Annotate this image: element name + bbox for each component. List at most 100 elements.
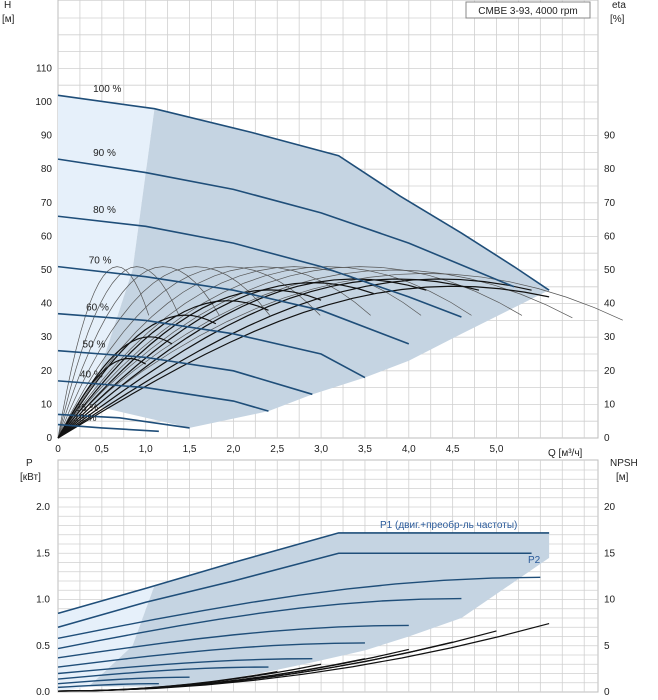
power-curves [57,532,550,689]
efficiency-curve-bold [57,285,550,439]
eta-tick-label: 40 [604,299,616,310]
eta-tick-label: 0 [604,433,610,444]
npsh-axis-label: NPSH [610,458,638,469]
efficiency-curve [57,266,271,439]
efficiency-curve-bold [57,278,480,439]
efficiency-curve-bold [57,289,322,439]
speed-curve-label: 19 % [74,413,97,424]
head-tick-label: 60 [41,231,53,242]
flow-tick-label: 5,0 [490,444,504,455]
npsh-tick-label: 10 [604,595,616,606]
flow-tick-label: 0,5 [95,444,109,455]
speed-curve-label: 50 % [83,339,106,350]
eta-tick-label: 20 [604,366,616,377]
speed-curve-label: 25 % [76,403,99,414]
power-tick-label: 1.0 [36,595,50,606]
head-axis-unit: [м] [2,14,15,25]
head-axis-ticks: 0 10 20 30 40 50 60 70 80 90 100 110 0 10 20 30 40 50 60 70… [35,63,615,455]
power-axis-label: P [26,458,33,469]
power-curve [57,597,462,650]
power-curve [57,552,532,629]
speed-curve-label: 40 % [80,370,103,381]
eta-axis-label: eta [612,0,626,11]
head-tick-label: 10 [41,399,53,410]
eta-tick-label: 80 [604,164,616,175]
speed-curve-label: 80 % [93,205,116,216]
head-tick-label: 30 [41,332,53,343]
head-tick-label: 90 [41,131,53,142]
head-tick-label: 20 [41,366,53,377]
power-tick-label: 2.0 [36,502,50,513]
power-curve [57,658,313,675]
flow-tick-label: 4,0 [402,444,416,455]
efficiency-curve [57,273,623,439]
flow-tick-label: 3,0 [314,444,328,455]
npsh-tick-label: 5 [604,641,610,652]
title-box [465,1,591,19]
flow-tick-label: 2,5 [270,444,284,455]
npsh-tick-label: 20 [604,502,616,513]
speed-curve [57,158,515,288]
power-curve [57,576,541,640]
head-axis-label: H [4,0,11,11]
head-tick-label: 0 [46,433,52,444]
eta-tick-label: 90 [604,131,616,142]
power-curve [57,624,409,659]
series-label-p1: P1 (двиг.+преобр-ль частоты) [380,519,517,531]
head-tick-label: 50 [41,265,53,276]
head-speed-curves [57,94,550,433]
speed-curve-label: 70 % [89,255,112,266]
power-axis-ticks: 0.0 0.5 1.0 1.5 2.0 0 5 10 15 20 [36,502,615,698]
speed-curve [57,312,366,379]
speed-curve [57,349,313,396]
head-tick-label: 70 [41,198,53,209]
flow-axis-label: Q [м³/ч] [548,448,583,459]
chart-title: CMBE 3-93, 4000 rpm [478,6,578,17]
eta-tick-label: 60 [604,231,616,242]
npsh-tick-label: 0 [604,687,610,698]
flow-tick-label: 1,5 [183,444,197,455]
power-axis-unit: [кВт] [20,472,41,483]
head-tick-label: 40 [41,299,53,310]
power-curve [57,532,550,615]
speed-curve [57,94,550,291]
head-chart: 100 % 90 % 80 % 70 % 60 % 50 % 40 % 25 %19 % 0 1… [2,0,626,459]
head-tick-label: 110 [36,63,52,74]
eta-tick-label: 50 [604,265,616,276]
npsh-tick-label: 15 [604,548,616,559]
power-tick-label: 0.5 [36,641,50,652]
power-curve [57,676,190,685]
power-tick-label: 0.0 [36,687,50,698]
series-label-p2: P2 [528,555,541,566]
head-tick-label: 100 [35,97,52,108]
head-tick-label: 80 [41,164,53,175]
power-curve [57,642,365,668]
npsh-axis-unit: [м] [616,472,629,483]
efficiency-curve [57,266,523,439]
efficiency-curve-bold [57,282,374,439]
efficiency-curve [57,266,180,439]
efficiency-curve [57,266,371,439]
speed-curve [57,215,462,318]
efficiency-curve [57,266,472,439]
npsh-curves [57,622,550,692]
flow-tick-label: 0 [55,444,61,455]
speed-curve-label: 90 % [93,148,116,159]
speed-curve [57,423,159,433]
power-curve [57,666,269,680]
eta-tick-label: 70 [604,198,616,209]
eta-axis-unit: [%] [610,14,625,25]
speed-curve-label: 100 % [93,84,121,95]
flow-tick-label: 1,0 [139,444,153,455]
flow-tick-label: 3,5 [358,444,372,455]
flow-tick-label: 2,0 [226,444,240,455]
flow-tick-label: 4,5 [446,444,460,455]
power-chart: 0.0 0.5 1.0 1.5 2.0 0 5 10 15 20 P [кВт] NPSH [м]… [20,458,638,698]
npsh-curve [57,671,278,692]
power-curve [57,682,159,689]
eta-tick-label: 10 [604,399,616,410]
speed-curve [57,265,410,345]
speed-curve [57,413,190,429]
speed-curve-labels: 100 % 90 % 80 % 70 % 60 % 50 % 40 % 25 %19 % [74,84,122,424]
